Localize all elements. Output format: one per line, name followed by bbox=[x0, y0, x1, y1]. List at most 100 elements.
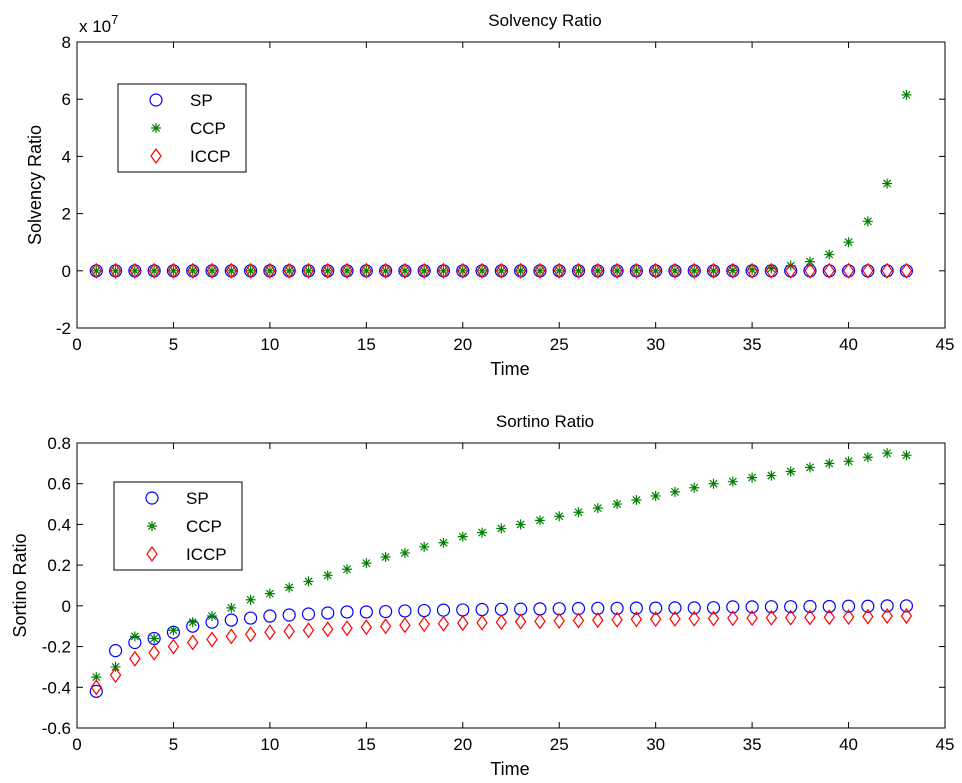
data-point-iccp bbox=[823, 262, 836, 279]
data-point-sp bbox=[861, 599, 875, 613]
data-point-ccp bbox=[612, 499, 623, 510]
y-tick-label: 6 bbox=[62, 90, 71, 109]
data-point-iccp bbox=[457, 262, 469, 279]
data-point-ccp bbox=[747, 472, 758, 483]
data-point-ccp bbox=[689, 265, 700, 276]
x-tick-label: 0 bbox=[72, 335, 81, 354]
y-tick-label: 0.8 bbox=[47, 434, 71, 453]
legend-box bbox=[117, 83, 247, 173]
data-point-iccp bbox=[302, 262, 315, 279]
data-point-iccp bbox=[881, 608, 893, 625]
data-point-sp bbox=[668, 601, 682, 615]
data-point-iccp bbox=[206, 631, 218, 648]
data-point-ccp bbox=[708, 265, 719, 276]
data-point-sp bbox=[822, 599, 836, 614]
data-point-ccp bbox=[264, 588, 275, 599]
data-point-ccp bbox=[843, 237, 854, 248]
data-point-ccp bbox=[650, 265, 661, 276]
y-axis-label: Solvency Ratio bbox=[25, 125, 45, 245]
data-point-iccp bbox=[225, 628, 238, 645]
data-point-sp bbox=[745, 600, 759, 614]
x-tick-label: 45 bbox=[936, 735, 955, 754]
legend-marker-ccp bbox=[151, 123, 161, 133]
data-point-iccp bbox=[784, 262, 797, 279]
legend-marker-sp bbox=[145, 491, 159, 505]
data-point-sp bbox=[282, 608, 296, 622]
data-point-ccp bbox=[438, 537, 449, 548]
data-point-iccp bbox=[842, 262, 855, 279]
data-point-ccp bbox=[187, 617, 198, 628]
x-tick-label: 15 bbox=[357, 335, 376, 354]
data-point-ccp bbox=[496, 265, 507, 276]
data-point-iccp bbox=[727, 610, 739, 627]
data-point-iccp bbox=[379, 262, 392, 279]
data-point-sp bbox=[841, 599, 856, 613]
data-point-iccp bbox=[842, 609, 855, 626]
data-point-ccp bbox=[342, 564, 353, 575]
y-tick-label: -0.6 bbox=[42, 719, 71, 738]
data-point-iccp bbox=[437, 262, 450, 279]
data-point-sp bbox=[147, 631, 161, 646]
data-point-iccp bbox=[727, 262, 739, 279]
data-point-ccp bbox=[149, 633, 160, 644]
chart-title: Sortino Ratio bbox=[496, 412, 594, 431]
data-point-iccp bbox=[360, 262, 373, 279]
legend-marker-sp bbox=[149, 93, 163, 107]
data-point-iccp bbox=[707, 262, 720, 279]
x-tick-label: 10 bbox=[260, 335, 279, 354]
x-tick-label: 45 bbox=[936, 335, 955, 354]
data-point-ccp bbox=[862, 216, 873, 227]
data-point-ccp bbox=[399, 265, 410, 276]
data-point-ccp bbox=[361, 558, 372, 569]
data-point-ccp bbox=[91, 672, 102, 683]
data-point-ccp bbox=[419, 541, 430, 552]
legend-label-ccp: CCP bbox=[190, 119, 226, 138]
data-point-ccp bbox=[419, 265, 430, 276]
data-point-ccp bbox=[129, 265, 140, 276]
data-point-iccp bbox=[495, 262, 508, 279]
data-point-iccp bbox=[399, 617, 411, 634]
data-point-iccp bbox=[688, 262, 700, 279]
data-point-iccp bbox=[649, 262, 662, 279]
data-point-iccp bbox=[399, 262, 411, 279]
data-point-ccp bbox=[303, 265, 314, 276]
data-point-ccp bbox=[689, 482, 700, 493]
data-point-iccp bbox=[418, 262, 430, 279]
data-point-iccp bbox=[804, 262, 816, 279]
data-point-ccp bbox=[380, 552, 391, 562]
series-iccp bbox=[90, 262, 913, 279]
data-point-iccp bbox=[630, 262, 643, 279]
data-point-ccp bbox=[477, 265, 488, 276]
data-point-sp bbox=[379, 604, 393, 619]
x-tick-label: 30 bbox=[646, 735, 665, 754]
data-point-iccp bbox=[167, 638, 180, 655]
data-point-sp bbox=[89, 684, 103, 698]
legend: SP CCP ICCP bbox=[113, 481, 243, 571]
data-point-ccp bbox=[207, 611, 218, 622]
data-point-sp bbox=[301, 607, 316, 621]
data-point-ccp bbox=[168, 265, 179, 276]
data-point-sp bbox=[629, 601, 643, 615]
data-point-ccp bbox=[804, 256, 815, 267]
data-point-iccp bbox=[862, 608, 874, 625]
data-point-iccp bbox=[206, 262, 218, 279]
legend-label-ccp: CCP bbox=[186, 517, 222, 536]
data-point-sp bbox=[108, 644, 123, 658]
x-axis-label: Time bbox=[490, 759, 529, 779]
data-point-ccp bbox=[708, 478, 719, 489]
data-point-ccp bbox=[650, 490, 661, 501]
x-tick-label: 40 bbox=[839, 735, 858, 754]
chart-title: Solvency Ratio bbox=[488, 11, 601, 30]
y-multiplier-exponent: 7 bbox=[111, 12, 118, 27]
y-tick-label: 0 bbox=[62, 262, 71, 281]
data-point-sp bbox=[764, 600, 779, 614]
data-point-sp bbox=[263, 609, 277, 623]
data-point-iccp bbox=[322, 262, 334, 279]
data-point-ccp bbox=[554, 511, 565, 522]
data-point-ccp bbox=[862, 452, 873, 463]
data-point-ccp bbox=[631, 495, 642, 505]
data-point-iccp bbox=[283, 262, 295, 279]
data-point-ccp bbox=[612, 265, 623, 276]
x-tick-label: 20 bbox=[453, 735, 472, 754]
legend-label-iccp: ICCP bbox=[186, 545, 227, 564]
